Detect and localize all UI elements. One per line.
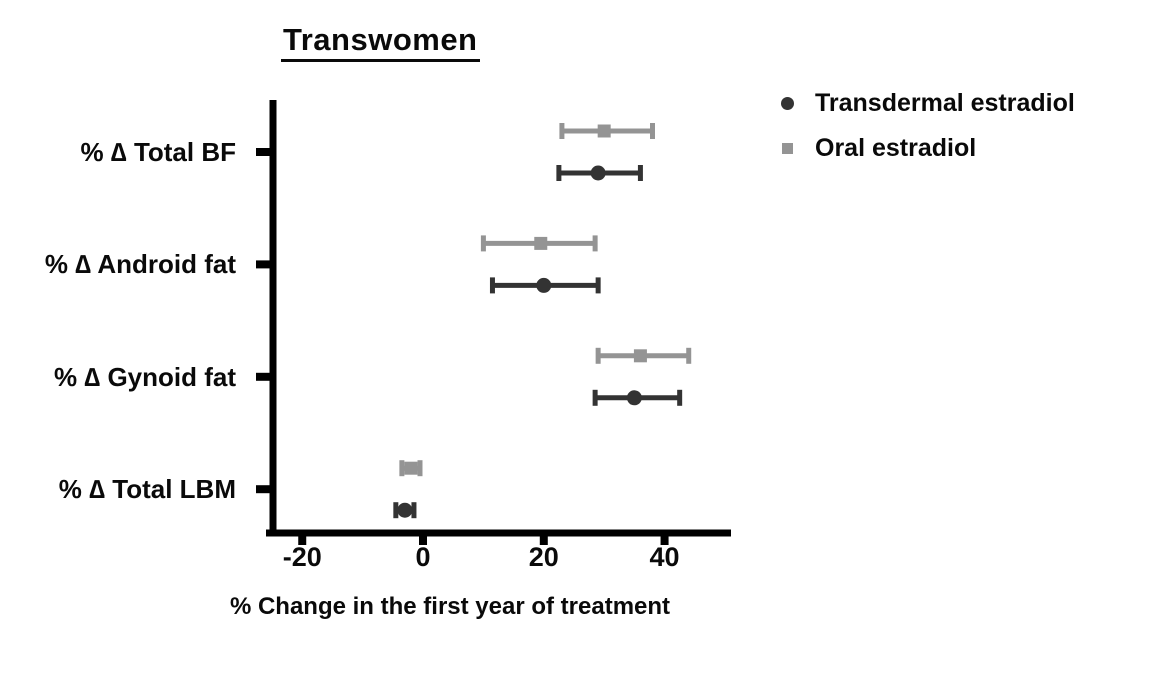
x-tick-label-0: 0 xyxy=(415,542,431,572)
y-axis-label-gynoid-fat: % ∆ Gynoid fat xyxy=(53,361,236,392)
y-axis-label-total-bf: % ∆ Total BF xyxy=(80,137,236,167)
x-tick-label-minus20: -20 xyxy=(282,542,322,572)
legend-item-oral: Oral estradiol xyxy=(780,134,1075,162)
x-tick-label-20: 20 xyxy=(528,542,559,572)
chart-title: Transwomen xyxy=(281,22,480,62)
legend-item-transdermal: Transdermal estradiol xyxy=(780,89,1075,117)
legend: Transdermal estradiol Oral estradiol xyxy=(780,89,1075,179)
legend-circle-icon xyxy=(780,96,794,110)
y-axis-label-total-lbm: % ∆ Total LBM xyxy=(58,474,236,505)
legend-label-transdermal: Transdermal estradiol xyxy=(815,88,1075,117)
y-axis-label-android-fat: % ∆ Android fat xyxy=(44,249,236,280)
x-tick-label-40: 40 xyxy=(649,542,680,572)
legend-label-oral: Oral estradiol xyxy=(815,133,977,162)
x-axis-title: % Change in the first year of treatment xyxy=(229,593,671,620)
legend-square-icon xyxy=(780,142,794,154)
